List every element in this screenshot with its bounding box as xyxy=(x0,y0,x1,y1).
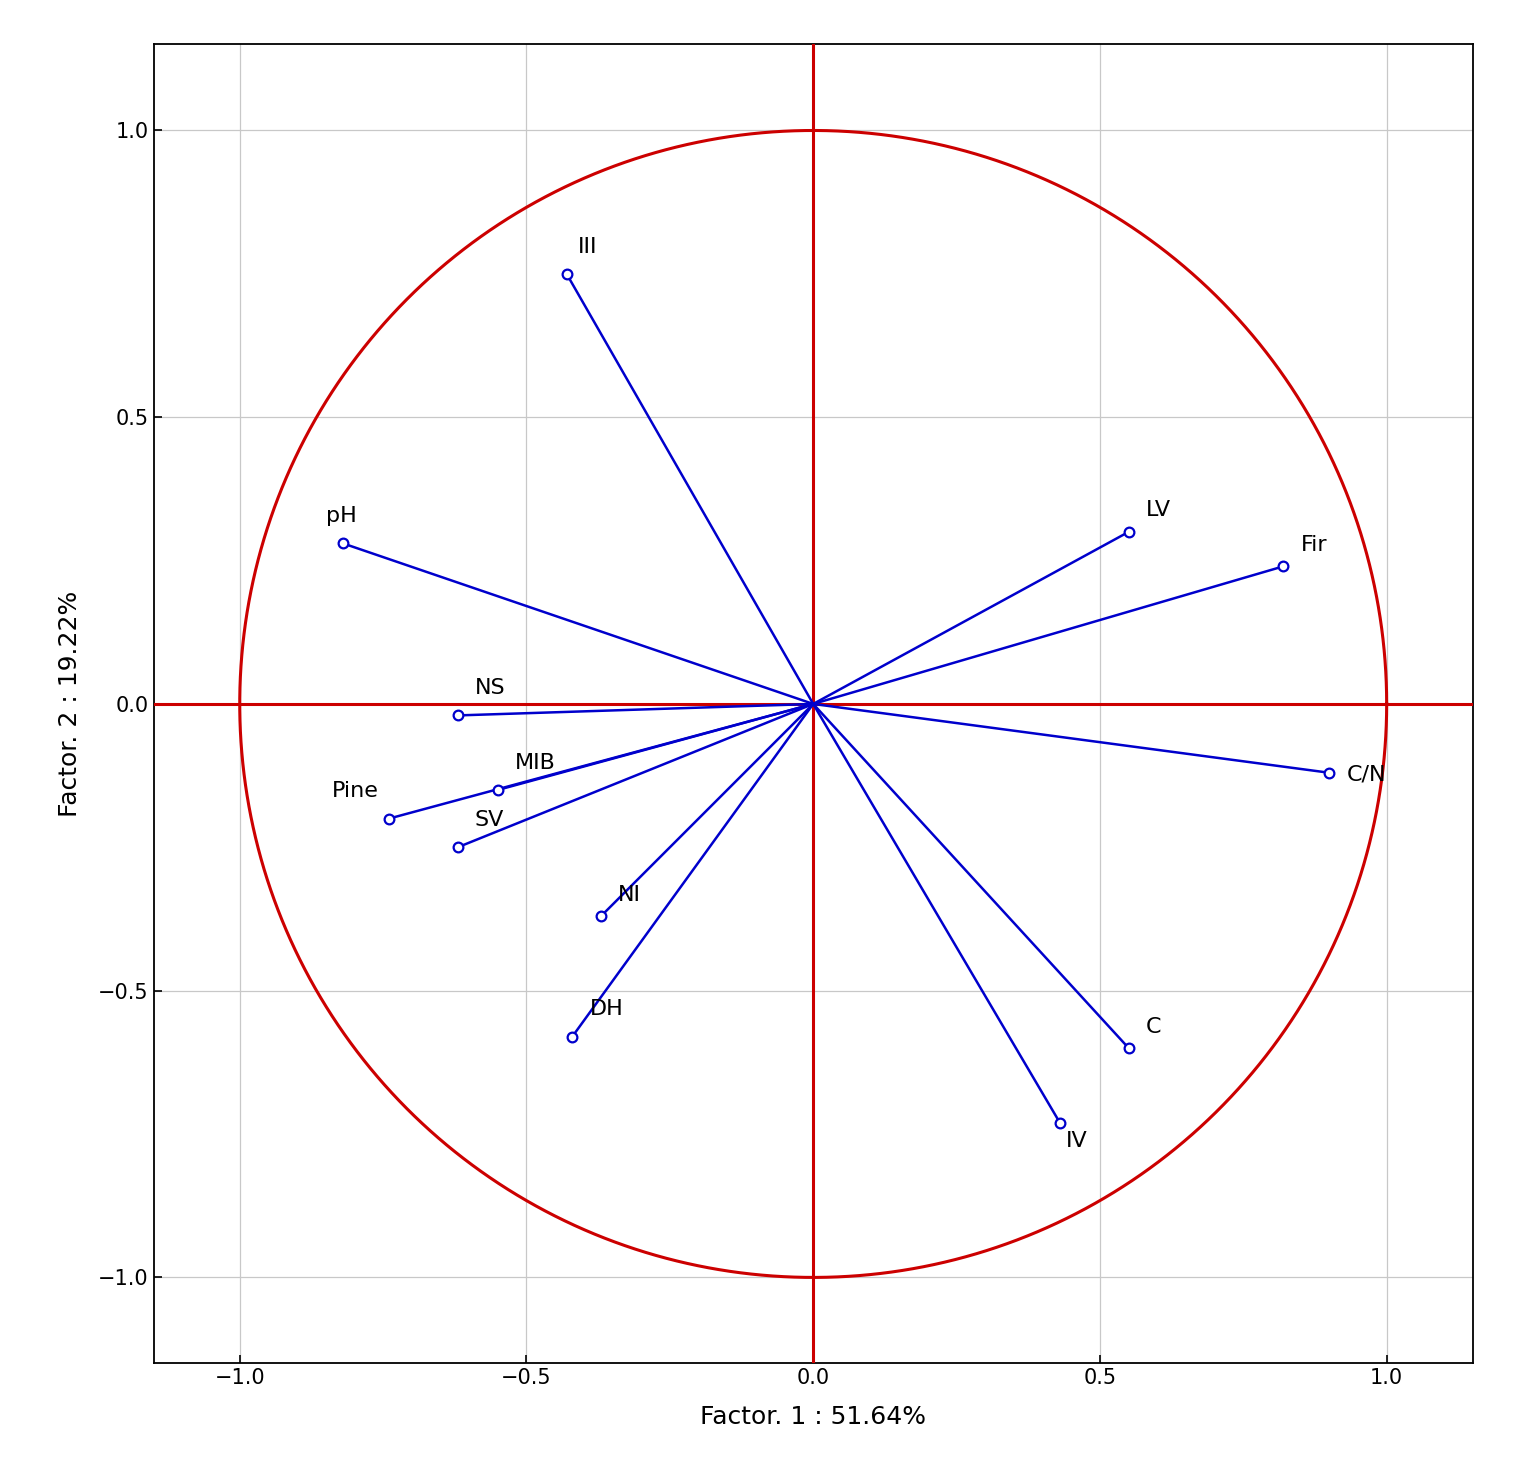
Y-axis label: Factor. 2 : 19.22%: Factor. 2 : 19.22% xyxy=(58,591,82,817)
Text: IV: IV xyxy=(1066,1131,1087,1152)
Text: MIB: MIB xyxy=(515,753,556,772)
Text: NS: NS xyxy=(474,679,506,698)
Text: Pine: Pine xyxy=(331,781,378,802)
Text: LV: LV xyxy=(1146,501,1170,520)
Text: NI: NI xyxy=(619,885,641,904)
Text: Fir: Fir xyxy=(1301,535,1327,554)
Text: SV: SV xyxy=(474,811,505,830)
Text: DH: DH xyxy=(590,999,623,1020)
X-axis label: Factor. 1 : 51.64%: Factor. 1 : 51.64% xyxy=(701,1405,926,1429)
Text: C: C xyxy=(1146,1017,1161,1036)
Text: III: III xyxy=(578,237,597,256)
Text: C/N: C/N xyxy=(1347,765,1386,784)
Text: pH: pH xyxy=(325,507,357,526)
